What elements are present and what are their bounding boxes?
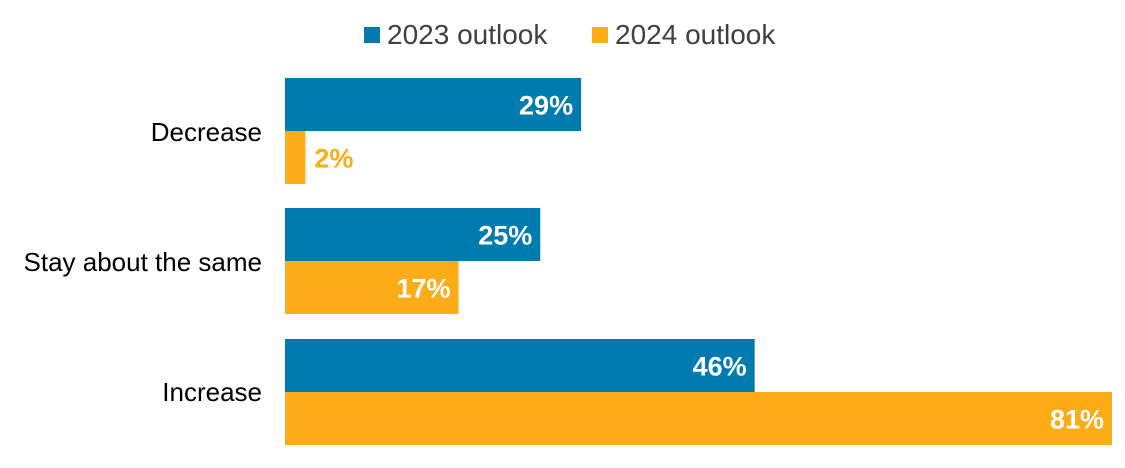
value-label-increase-2023: 46% [693, 352, 747, 382]
value-label-stay-about-the-same-2024: 17% [397, 274, 451, 304]
bar-increase-2023 [285, 339, 755, 392]
bars [285, 78, 1112, 445]
legend-swatch-2023 [364, 27, 380, 43]
bar-decrease-2023 [285, 78, 582, 131]
legend: 2023 outlook 2024 outlook [364, 19, 776, 50]
value-label-decrease-2023: 29% [519, 91, 573, 121]
category-label-decrease: Decrease [151, 117, 262, 147]
value-label-increase-2024: 81% [1050, 405, 1104, 435]
value-label-decrease-2024: 2% [314, 144, 353, 174]
value-label-stay-about-the-same-2023: 25% [478, 221, 532, 251]
bar-stay-about-the-same-2024 [285, 261, 459, 314]
bar-increase-2024 [285, 392, 1112, 445]
value-labels: 29% 2% 25% 17% 46% 81% [314, 91, 1104, 435]
category-axis: Decrease Stay about the same Increase [24, 117, 262, 407]
bar-decrease-2024 [285, 131, 306, 184]
category-label-stay-about-the-same: Stay about the same [24, 247, 262, 277]
bar-stay-about-the-same-2023 [285, 208, 541, 261]
category-label-increase: Increase [162, 377, 262, 407]
legend-swatch-2024 [592, 27, 608, 43]
legend-label-2023: 2023 outlook [387, 19, 548, 50]
legend-label-2024: 2024 outlook [615, 19, 776, 50]
